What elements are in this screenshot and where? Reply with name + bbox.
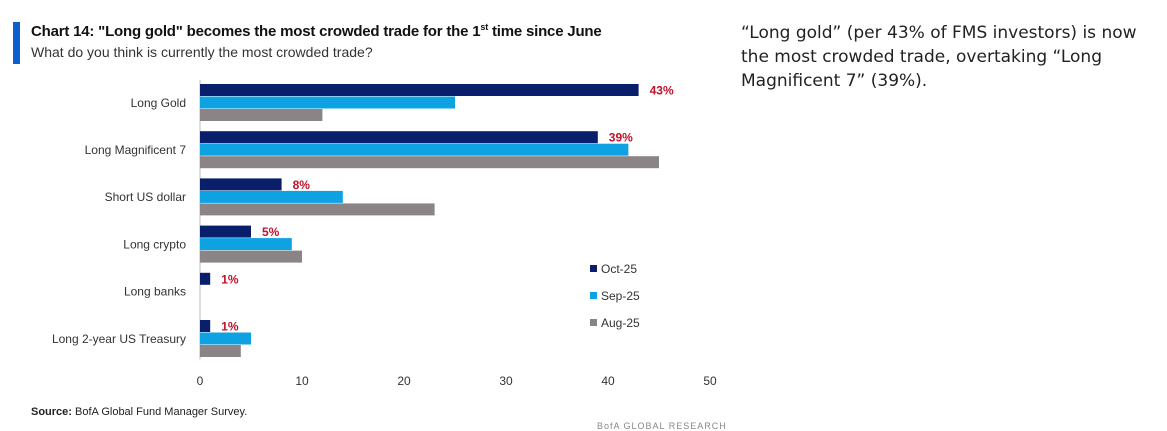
x-tick-label: 20	[397, 374, 411, 388]
bar-oct-25	[200, 178, 282, 191]
data-label: 43%	[650, 84, 674, 98]
legend-swatch-sep-25	[590, 292, 597, 299]
category-label: Long 2-year US Treasury	[52, 332, 186, 346]
bar-aug-25	[200, 345, 241, 357]
source-label: Source:	[31, 406, 72, 418]
legend-label: Aug-25	[601, 316, 640, 330]
x-tick-label: 30	[499, 374, 513, 388]
data-label: 8%	[293, 178, 311, 192]
bar-sep-25	[200, 190, 343, 203]
bar-aug-25	[200, 156, 659, 169]
category-label: Short US dollar	[105, 190, 186, 204]
legend-swatch-aug-25	[590, 319, 597, 326]
chart-title: Chart 14: "Long gold" becomes the most c…	[31, 22, 602, 40]
chart-title-main: Chart 14: "Long gold" becomes the most c…	[31, 23, 481, 40]
x-tick-label: 50	[703, 374, 717, 388]
bar-sep-25	[200, 96, 455, 109]
category-label: Long crypto	[123, 237, 186, 251]
title-accent-bar	[13, 22, 20, 64]
bar-aug-25	[200, 250, 302, 263]
bar-oct-25	[200, 272, 211, 285]
category-label: Long Magnificent 7	[85, 143, 187, 157]
bar-oct-25	[200, 320, 211, 332]
source-note: Source: BofA Global Fund Manager Survey.	[31, 406, 247, 418]
x-tick-label: 40	[601, 374, 615, 388]
data-label: 39%	[609, 131, 633, 145]
bar-sep-25	[200, 238, 292, 251]
legend-label: Sep-25	[601, 289, 640, 303]
legend-swatch-oct-25	[590, 265, 597, 272]
bar-aug-25	[200, 109, 323, 121]
data-label: 1%	[221, 272, 239, 286]
commentary-text: “Long gold” (per 43% of FMS investors) i…	[741, 23, 1137, 91]
bar-sep-25	[200, 332, 251, 345]
category-label: Long Gold	[131, 96, 186, 110]
chart-title-end: time since June	[488, 23, 602, 40]
x-tick-label: 0	[197, 374, 204, 388]
source-text: BofA Global Fund Manager Survey.	[71, 406, 248, 418]
legend-label: Oct-25	[601, 262, 637, 276]
bar-oct-25	[200, 84, 639, 96]
category-label: Long banks	[124, 285, 186, 299]
bar-aug-25	[200, 203, 435, 216]
footer-brand: BofA GLOBAL RESEARCH	[597, 421, 727, 431]
data-label: 1%	[221, 320, 239, 334]
chart-subtitle: What do you think is currently the most …	[31, 44, 373, 60]
bar-oct-25	[200, 131, 598, 144]
bar-oct-25	[200, 225, 251, 238]
chart-title-superscript: st	[480, 22, 488, 32]
data-label: 5%	[262, 225, 280, 239]
bar-sep-25	[200, 143, 629, 156]
x-tick-label: 10	[295, 374, 309, 388]
